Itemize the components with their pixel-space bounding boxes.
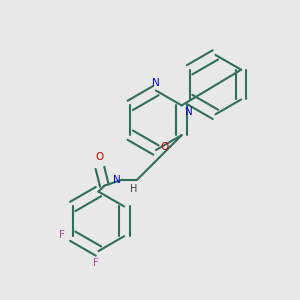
Text: N: N <box>185 107 192 117</box>
Text: H: H <box>130 184 137 194</box>
Text: O: O <box>96 152 104 162</box>
Text: F: F <box>59 230 65 240</box>
Text: O: O <box>160 142 168 152</box>
Text: N: N <box>113 175 121 185</box>
Text: N: N <box>152 78 160 88</box>
Text: F: F <box>93 259 98 269</box>
